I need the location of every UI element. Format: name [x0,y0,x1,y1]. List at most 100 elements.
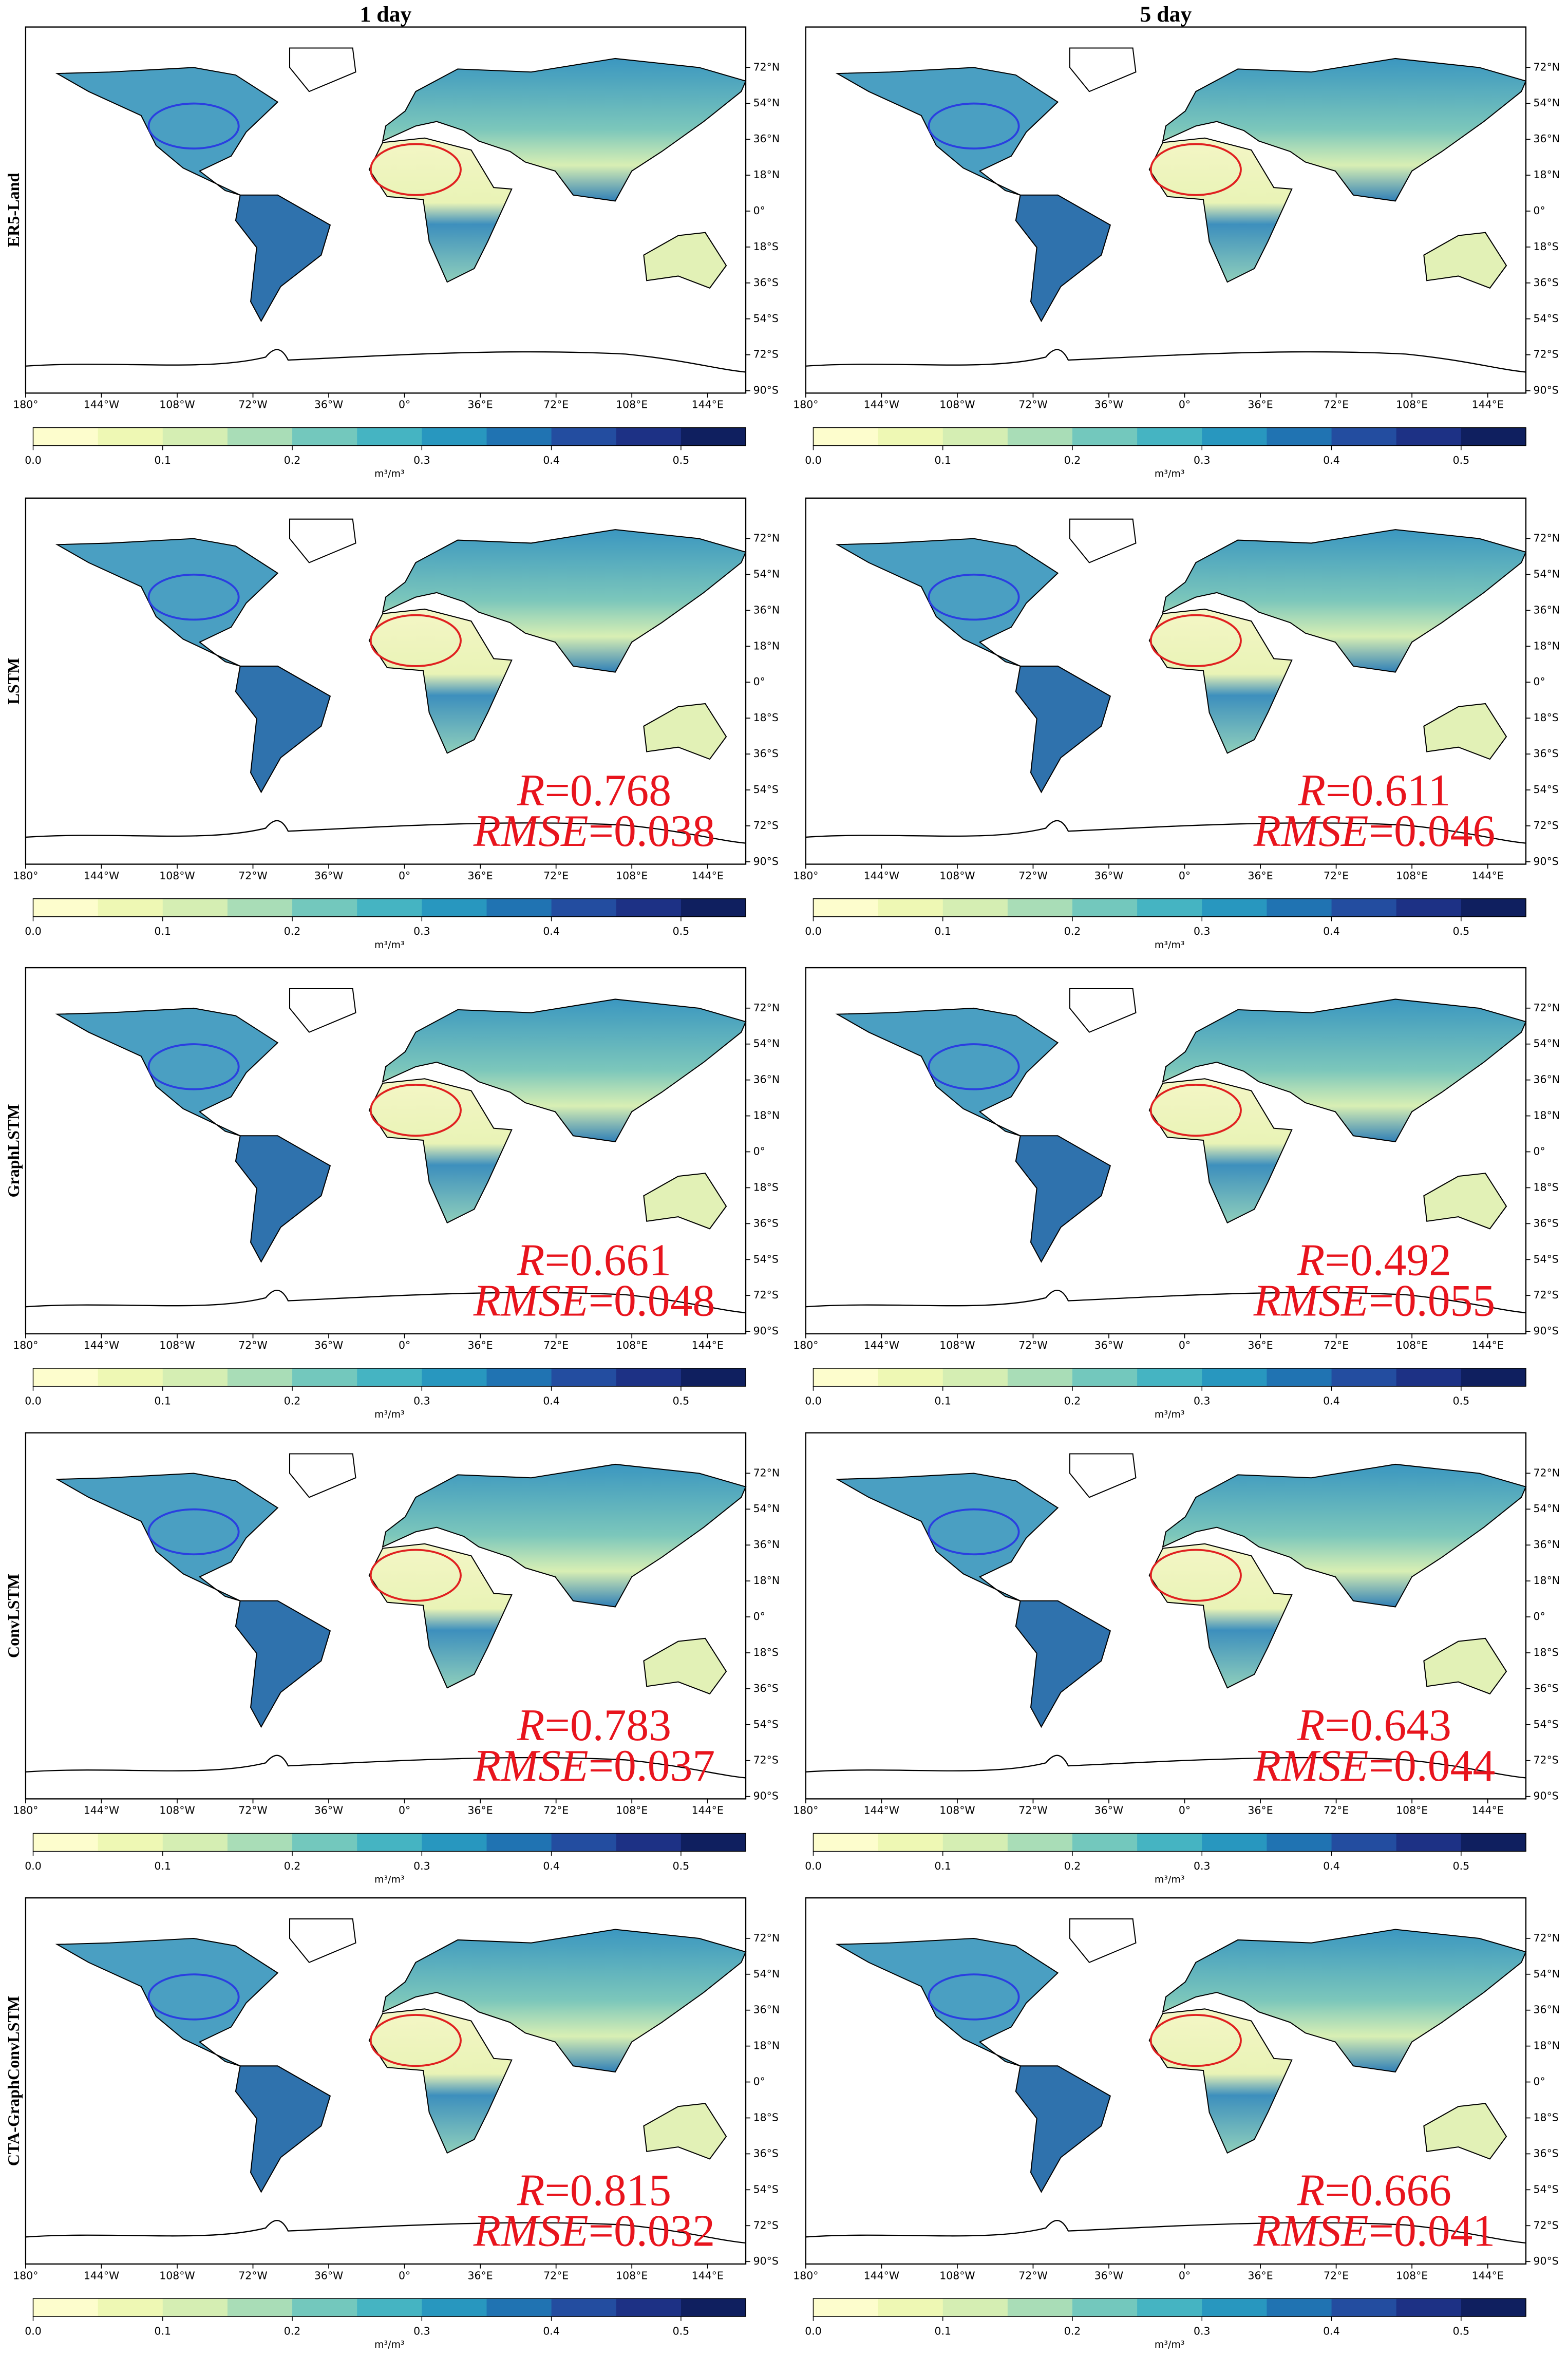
lon-tick-label: 144°W [864,870,899,882]
lat-tick-label: 36°S [1534,1682,1559,1694]
colorbar-frame [813,1833,1526,1852]
colorbar-tick-label: 0.2 [284,2325,301,2337]
lat-tick-label: 72°N [753,1932,780,1944]
colorbar-segment [878,1833,943,1852]
colorbar-segment [551,1368,617,1387]
colorbar-segment [878,898,943,917]
colorbar-segment [1331,427,1397,446]
colorbar-segment [616,1833,682,1852]
metric-name: R [517,765,545,815]
lat-tick-label: 54°N [753,568,780,580]
lon-tick-label: 144°E [692,1339,724,1351]
colorbar-tick-label: 0.4 [1323,2325,1340,2337]
colorbar-segment [1396,1833,1462,1852]
lat-tick-label: 72°S [753,348,779,361]
colorbar-segment [1202,1368,1268,1387]
colorbar-tick-label: 0.3 [413,1394,430,1407]
lon-tick-label: 36°W [314,1804,343,1817]
metric-equals: = [589,1741,614,1790]
lat-tick-label: 36°N [1534,133,1560,145]
colorbar-segment [33,2298,99,2317]
metric-value: 0.037 [614,1741,715,1790]
lat-tick-label: 18°N [753,1109,780,1122]
row-label: CTA-GraphConvLSTM [4,1996,23,2166]
colorbar-segment [1137,1833,1203,1852]
colorbar-tick-label: 0.2 [284,925,301,937]
map-panel: 180° 144°W 108°W 72°W 36°W 0° 36°E 72°E 108°E 144… [793,1897,1560,2281]
colorbar-segment [1267,1368,1332,1387]
lat-tick-label: 54°N [753,97,780,109]
lat-tick-label: 72°N [753,1466,780,1479]
colorbar-tick-label: 0.0 [25,454,42,466]
lat-tick-label: 54°S [1534,2183,1559,2195]
colorbar-tick-label: 0.0 [25,925,42,937]
colorbar-frame [32,898,746,917]
lon-tick-label: 36°E [1248,1804,1273,1817]
lon-tick-label: 108°E [1396,1339,1428,1351]
colorbar-segment [1137,2298,1203,2317]
lon-tick-label: 36°W [314,1339,343,1351]
colorbar-tick-label: 0.0 [805,925,822,937]
colorbar-segment [1007,2298,1073,2317]
metric-value: 0.048 [614,1275,715,1325]
lon-tick-label: 36°W [314,870,343,882]
colorbar-segment [1331,2298,1397,2317]
colorbar-tick-label: 0.3 [1194,454,1211,466]
lon-tick-label: 0° [1179,1339,1191,1351]
metric-value: 0.046 [1394,806,1495,856]
lon-tick-label: 180° [13,1804,38,1817]
colorbar-segment [357,1833,423,1852]
metric-r: R=0.661 [517,1235,671,1285]
colorbar-tick-label: 0.1 [155,1394,172,1407]
metric-rmse: RMSE=0.038 [473,806,715,856]
colorbar-segment [551,427,617,446]
colorbar-segment [1461,1368,1526,1387]
lon-tick-label: 0° [399,399,410,411]
colorbar-tick-label: 0.0 [25,1860,42,1872]
lon-tick-label: 72°E [1324,399,1349,411]
lat-tick-label: 18°S [1534,1181,1559,1193]
colorbar-unit: m³/m³ [374,2339,405,2350]
metric-equals: = [544,1235,570,1285]
colorbar-segment [813,427,879,446]
lat-tick-label: 54°S [1534,783,1559,796]
colorbar-tick-label: 0.3 [1194,1860,1211,1872]
colorbar-tick-label: 0.2 [1064,1394,1081,1407]
lat-tick-label: 36°N [753,604,780,616]
colorbar-segment [422,1368,487,1387]
lat-tick-label: 72°S [1534,1289,1559,1301]
lat-tick-label: 72°S [1534,1754,1559,1766]
lat-tick-label: 54°S [753,2183,779,2195]
colorbar-segment [162,2298,228,2317]
lon-tick-label: 36°W [314,2269,343,2281]
lat-tick-label: 90°S [753,1790,779,1802]
colorbar-frame [32,1368,746,1387]
lon-tick-label: 108°W [159,1339,195,1351]
metric-equals: = [1325,1235,1350,1285]
lat-tick-label: 0° [753,1145,765,1158]
metric-value: 0.032 [614,2206,715,2256]
colorbar-tick-label: 0.4 [543,1394,560,1407]
metric-equals: = [544,2165,570,2215]
colorbar-tick-label: 0.5 [673,1394,690,1407]
colorbar-segment [33,898,99,917]
lat-tick-label: 0° [1534,1610,1545,1623]
colorbar-segment [1267,427,1332,446]
lat-tick-label: 18°N [1534,2040,1560,2052]
lon-tick-label: 72°E [1324,1804,1349,1817]
colorbar-segment [422,1833,487,1852]
metric-equals: = [1369,1275,1394,1325]
colorbar-unit: m³/m³ [1155,1874,1185,1885]
colorbar-tick-label: 0.4 [543,454,560,466]
lat-tick-label: 18°S [753,240,779,253]
lon-tick-label: 108°E [616,870,648,882]
metric-value: 0.661 [570,1235,671,1285]
lon-tick-label: 0° [399,2269,410,2281]
colorbar-tick-label: 0.0 [805,454,822,466]
lat-tick-label: 54°N [1534,1038,1560,1050]
lon-tick-label: 108°W [159,399,195,411]
lon-tick-label: 108°W [939,1804,975,1817]
colorbar-segment [1007,427,1073,446]
colorbar-segment [98,427,163,446]
lat-tick-label: 0° [753,2076,765,2088]
